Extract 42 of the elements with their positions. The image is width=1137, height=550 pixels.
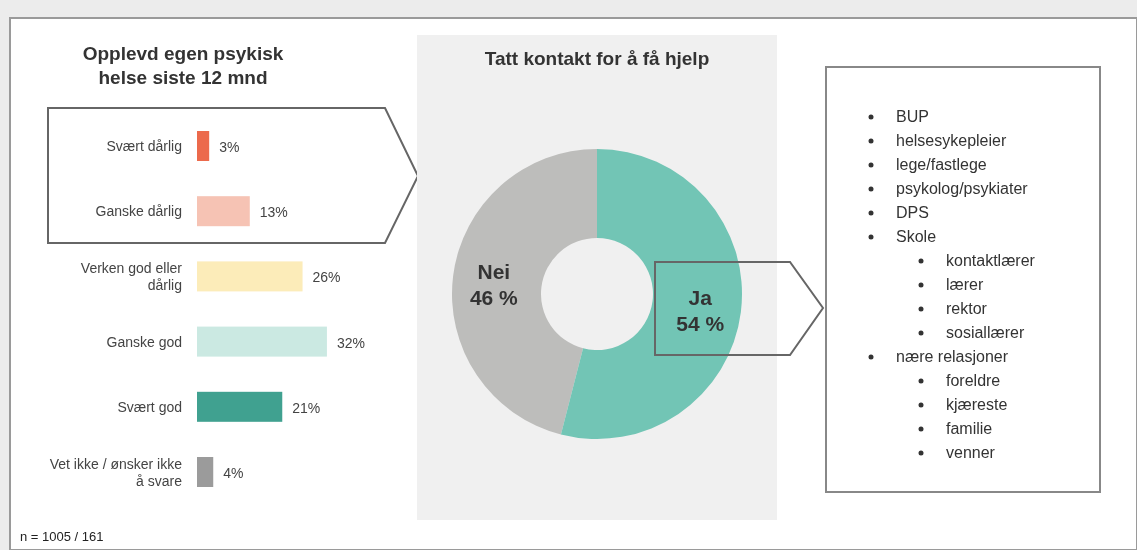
data-label: 54 % — [676, 312, 725, 336]
text: sosiallærer — [946, 324, 1025, 341]
data-label: 3% — [219, 139, 240, 155]
data-label: 32% — [336, 334, 365, 351]
y-tick-label: Svært god — [117, 398, 182, 415]
y-tick-label: Ganske dårlig — [95, 203, 182, 220]
text: venner — [946, 444, 996, 461]
y-tick-label: Svært dårlig — [106, 138, 182, 154]
bar — [197, 391, 283, 422]
data-label: 4% — [223, 465, 244, 481]
y-tick-label: Vet ikke / ønsker ikke å svare — [49, 455, 183, 489]
text: Skole — [896, 228, 937, 245]
donut-slice — [560, 149, 742, 439]
chart-title: Tatt kontakt for å få hjelp — [484, 48, 710, 69]
bar — [197, 326, 327, 357]
slice-label: Ja — [688, 286, 713, 310]
y-tick-label: Verken god eller dårlig — [80, 259, 183, 293]
y-tick-label: Ganske god — [106, 333, 182, 350]
text: DPS — [896, 204, 929, 221]
chart-title: Opplevd egen psykisk helse siste 12 mnd — [82, 43, 284, 88]
text: n = 1005 / 161 — [20, 529, 104, 544]
bar — [197, 457, 214, 487]
text: helsesykepleier — [896, 132, 1007, 149]
donut-slice — [452, 149, 597, 435]
data-label: 21% — [292, 399, 321, 416]
slice-label: Nei — [477, 259, 511, 283]
text: kjæreste — [946, 396, 1008, 413]
text: BUP — [896, 108, 929, 125]
data-label: 13% — [259, 204, 288, 221]
bar — [197, 131, 210, 161]
text: lærer — [946, 276, 985, 293]
text: kontaktlærer — [946, 252, 1036, 269]
text: nære relasjoner — [896, 348, 1009, 365]
text: psykolog/psykiater — [896, 180, 1029, 197]
text: foreldre — [946, 372, 1001, 389]
bar — [197, 261, 303, 292]
text: familie — [946, 420, 993, 437]
text: rektor — [946, 300, 988, 317]
data-label: 26% — [312, 269, 341, 286]
bar — [197, 196, 250, 227]
data-label: 46 % — [469, 285, 519, 309]
text: lege/fastlege — [896, 156, 987, 173]
